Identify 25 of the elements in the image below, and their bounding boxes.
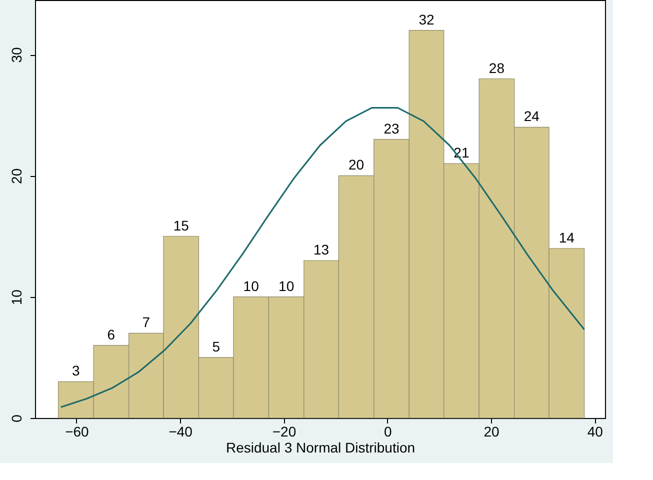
y-tick-label: 10 (8, 289, 24, 306)
data-label: 20 (348, 156, 364, 173)
data-label: 23 (384, 120, 400, 136)
data-label: 6 (107, 326, 116, 342)
data-label: 28 (488, 60, 505, 76)
x-tick-label: −20 (272, 424, 296, 440)
data-label: 14 (558, 229, 575, 246)
x-tick-label: −60 (65, 424, 90, 440)
data-label: 24 (524, 108, 540, 124)
data-label: 10 (243, 278, 260, 294)
data-label: 7 (142, 314, 150, 330)
x-tick-label: 0 (384, 424, 392, 440)
data-label: 15 (173, 217, 190, 234)
x-tick-label: −40 (168, 424, 193, 440)
y-tick-label: 30 (8, 47, 24, 63)
x-tick-label: 40 (587, 424, 604, 440)
data-label: 13 (314, 241, 330, 258)
y-tick-label: 0 (8, 414, 24, 422)
x-axis-title: Residual 3 Normal Distribution (226, 440, 416, 456)
data-label: 5 (212, 338, 220, 354)
data-label: 32 (418, 11, 434, 28)
data-label: 10 (278, 278, 294, 294)
data-label: 3 (72, 362, 80, 379)
y-tick-label: 20 (8, 168, 24, 184)
x-tick-label: 20 (484, 424, 500, 440)
